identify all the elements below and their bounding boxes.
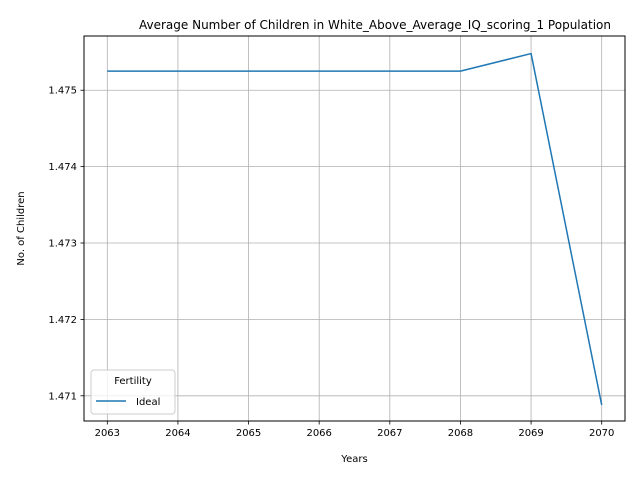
x-tick-label: 2067 [377, 428, 402, 439]
x-tick-label: 2069 [518, 428, 543, 439]
legend-title: Fertility [114, 376, 152, 387]
y-axis-label: No. of Children [16, 191, 27, 265]
x-tick-label: 2065 [236, 428, 261, 439]
plot-area-frame [83, 35, 626, 422]
y-tick-label: 1.472 [48, 315, 77, 326]
series-line-ideal [107, 52, 603, 406]
axis-ticks: 2063 2064 2065 2066 2067 2068 2069 2070 1.471 1.4… [48, 86, 614, 439]
x-tick-label: 2066 [306, 428, 331, 439]
y-tick-label: 1.471 [48, 391, 77, 402]
x-tick-label: 2064 [165, 428, 190, 439]
legend: Fertility Ideal [90, 369, 176, 415]
x-tick-label: 2070 [589, 428, 614, 439]
y-tick-label: 1.474 [48, 162, 77, 173]
y-tick-label: 1.475 [48, 86, 77, 97]
y-tick-label: 1.473 [48, 239, 77, 250]
chart-title: Average Number of Children in White_Abov… [139, 18, 611, 32]
legend-label-ideal: Ideal [136, 397, 160, 408]
series-layer [107, 52, 603, 406]
x-axis-label: Years [340, 454, 367, 465]
x-tick-label: 2068 [448, 428, 473, 439]
legend-box [90, 369, 176, 415]
x-tick-label: 2063 [95, 428, 120, 439]
